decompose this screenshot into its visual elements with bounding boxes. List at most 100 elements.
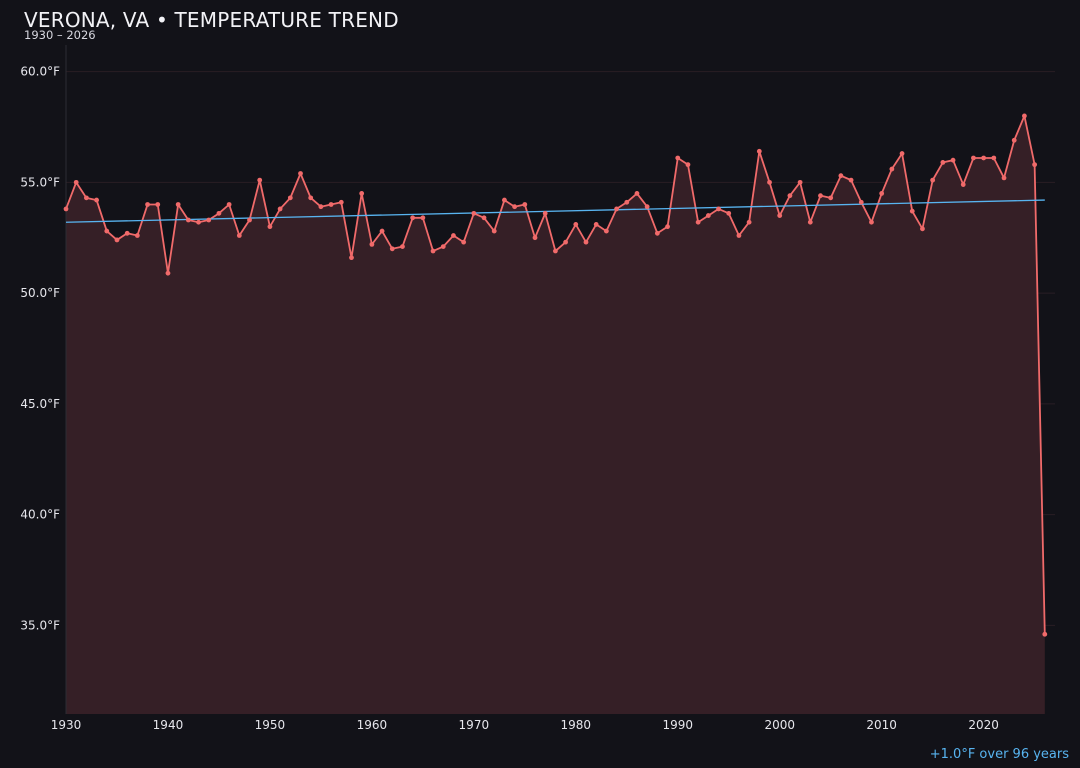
data-point-2006 [838,173,844,179]
data-point-1944 [206,217,212,223]
data-point-1972 [491,228,497,234]
data-point-1992 [695,219,701,225]
y-axis-tick-labels: 35.0°F 40.0°F 45.0°F 50.0°F 55.0°F 60.0°F [20,65,60,633]
data-point-1941 [175,202,181,207]
data-point-2022 [1001,175,1007,181]
data-point-1942 [185,217,191,223]
data-point-2012 [899,151,905,156]
x-tick-label-1930: 1930 [51,718,82,732]
data-point-1987 [644,204,650,210]
data-point-2010 [879,191,885,196]
trend-summary: +1.0°F over 96 years [929,747,1069,762]
data-point-1956 [328,202,334,207]
data-point-1954 [308,195,314,201]
data-point-1969 [461,239,467,245]
data-point-1993 [705,213,711,218]
data-point-1997 [746,219,752,225]
y-tick-label-55: 55.0°F [20,175,60,189]
data-point-1967 [440,244,446,249]
data-point-1979 [563,239,568,245]
data-point-1930 [63,206,69,212]
x-tick-label-1950: 1950 [255,718,286,732]
data-point-1936 [124,230,130,236]
data-point-2003 [807,219,813,225]
data-point-2015 [930,177,936,183]
x-tick-label-1980: 1980 [561,718,592,732]
data-point-1974 [512,204,518,210]
data-point-1947 [236,233,242,238]
data-point-1989 [665,224,670,230]
data-point-1968 [451,233,456,238]
data-point-1977 [542,210,548,216]
data-point-1995 [726,210,732,216]
data-point-2021 [991,155,997,161]
data-point-1952 [287,195,293,201]
data-point-1965 [420,215,426,221]
data-point-1983 [603,228,609,234]
y-tick-label-45: 45.0°F [20,397,60,411]
x-tick-label-1990: 1990 [662,718,693,732]
data-point-1934 [104,228,110,234]
data-point-2002 [797,179,803,185]
data-point-1951 [277,206,283,212]
data-point-1985 [624,199,630,205]
data-point-1976 [532,235,538,241]
data-point-1958 [349,255,354,261]
data-point-1945 [216,210,222,216]
data-point-1960 [369,241,375,247]
y-tick-label-40: 40.0°F [20,508,60,522]
y-tick-label-50: 50.0°F [20,286,60,300]
data-point-1931 [73,179,79,185]
data-point-2005 [828,195,834,201]
data-point-1990 [675,155,681,161]
x-tick-label-1970: 1970 [459,718,490,732]
x-tick-label-1960: 1960 [357,718,388,732]
data-point-1932 [83,195,89,201]
data-point-1991 [685,162,691,168]
x-axis-tick-labels: 1930 1940 1950 1960 1970 1980 1990 2000 2010 2020 [51,718,999,732]
data-point-2001 [787,193,793,199]
data-point-1940 [165,270,171,276]
x-tick-label-2020: 2020 [968,718,999,732]
temperature-area-fill [66,115,1045,714]
data-point-2013 [909,208,915,214]
data-point-1955 [318,204,324,210]
data-point-1988 [654,230,660,236]
data-point-1973 [502,197,507,203]
data-point-1996 [736,233,742,238]
data-point-1986 [634,191,640,196]
data-point-1961 [379,228,385,234]
data-point-2018 [960,182,966,187]
data-point-2016 [940,160,946,165]
x-tick-label-2000: 2000 [764,718,795,732]
data-point-1982 [593,222,599,227]
data-point-1946 [226,202,232,207]
x-tick-label-1940: 1940 [153,718,184,732]
data-point-2008 [858,199,864,205]
data-point-2025 [1032,162,1038,168]
data-point-1933 [94,197,99,203]
x-tick-label-2010: 2010 [866,718,897,732]
page-subtitle: 1930 – 2026 [24,28,96,42]
data-point-1953 [298,171,303,176]
y-tick-label-60: 60.0°F [20,65,60,79]
data-point-1950 [267,224,273,230]
data-point-1937 [134,233,140,238]
data-point-1949 [257,177,263,183]
data-point-1999 [767,179,772,185]
data-point-1935 [114,237,120,243]
data-point-1963 [400,244,405,249]
y-tick-label-35: 35.0°F [20,618,60,632]
data-point-1994 [716,206,721,212]
data-point-1981 [583,239,589,245]
data-point-2024 [1022,113,1027,119]
data-point-1959 [359,191,365,196]
data-point-2009 [869,219,874,225]
data-point-1943 [196,219,201,225]
data-point-2026 [1042,631,1048,637]
data-point-1938 [145,202,150,207]
data-point-2020 [981,155,987,161]
data-point-1998 [756,148,762,154]
data-point-1948 [247,217,252,223]
